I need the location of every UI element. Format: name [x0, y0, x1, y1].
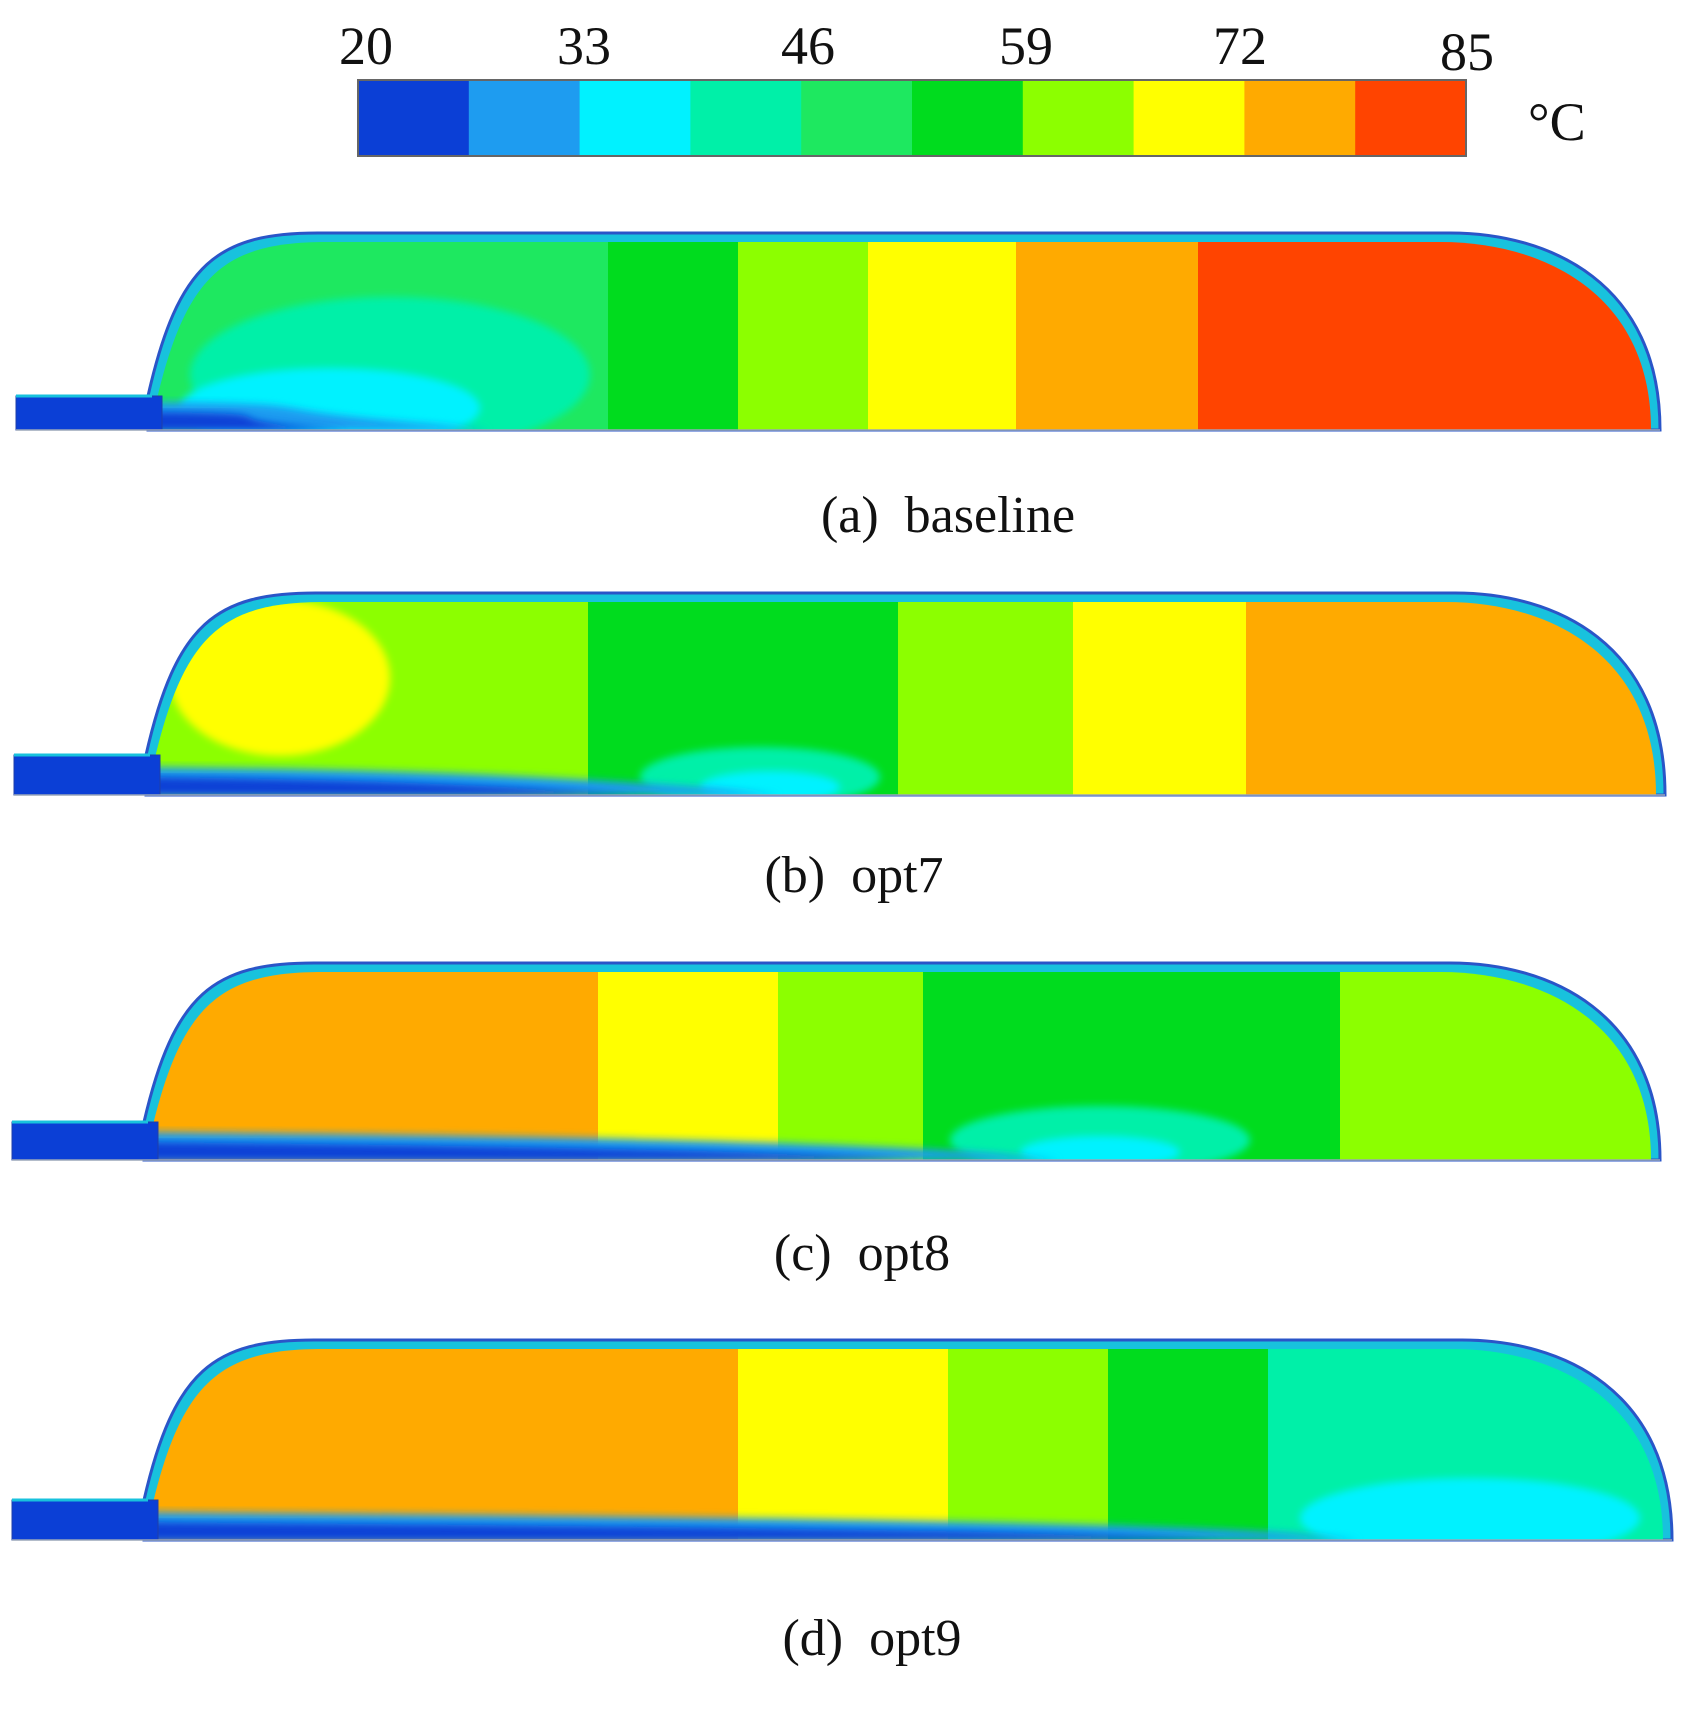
cold-layer	[153, 1522, 1220, 1540]
colorbar-segment	[690, 80, 802, 156]
colorbar-segment	[1022, 80, 1135, 156]
colorbar-segment	[801, 80, 913, 156]
temperature-band	[738, 1349, 952, 1540]
temperature-region	[170, 602, 390, 756]
colorbar: 20 33 46 59 72 85 °C	[339, 16, 1586, 157]
panel-caption-b: (b) opt7	[764, 847, 943, 904]
temperature-band	[1198, 242, 1651, 430]
temperature-band	[738, 242, 872, 430]
inlet-pipe	[11, 1121, 159, 1161]
panel-caption-c: (c) opt8	[774, 1225, 950, 1282]
contour-panel	[15, 231, 1662, 432]
colorbar-tick-label: 33	[557, 16, 611, 76]
temperature-band	[868, 242, 1020, 430]
colorbar-tick-label: 20	[339, 16, 393, 76]
cold-layer	[157, 412, 350, 430]
cold-layer	[153, 1142, 920, 1160]
temperature-band	[1108, 1349, 1272, 1540]
colorbar-segment	[579, 80, 691, 156]
panel-caption-a: (a) baseline	[821, 487, 1075, 544]
temperature-band	[608, 242, 742, 430]
temperature-band	[1016, 242, 1202, 430]
inlet-pipe	[15, 395, 163, 431]
temperature-band	[1073, 602, 1250, 795]
contour-panels	[11, 231, 1674, 1542]
contour-panel	[11, 961, 1662, 1162]
temperature-band	[153, 972, 602, 1160]
temperature-band	[898, 602, 1077, 795]
inlet-pipe	[13, 754, 161, 796]
temperature-band	[1340, 972, 1651, 1160]
temperature-region	[1020, 1136, 1180, 1160]
colorbar-segment	[1355, 80, 1467, 156]
contour-panel	[13, 591, 1667, 797]
colorbar-frame	[357, 79, 1467, 157]
colorbar-segment	[1244, 80, 1356, 156]
colorbar-segment	[1133, 80, 1245, 156]
colorbar-segment	[912, 80, 1024, 156]
temperature-band	[778, 972, 927, 1160]
colorbar-tick-label: 46	[781, 16, 835, 76]
colorbar-unit: °C	[1528, 92, 1586, 152]
temperature-band	[1246, 602, 1656, 795]
temperature-band	[598, 972, 782, 1160]
inlet-pipe	[11, 1499, 159, 1541]
cold-layer	[155, 777, 640, 795]
temperature-region	[1300, 1478, 1640, 1540]
temperature-region	[700, 771, 840, 795]
panel-caption-d: (d) opt9	[782, 1610, 961, 1667]
colorbar-tick-label: 72	[1213, 16, 1267, 76]
temperature-band	[153, 1349, 742, 1540]
contour-panel	[11, 1338, 1674, 1542]
colorbar-segment	[468, 80, 581, 156]
temperature-band	[948, 1349, 1112, 1540]
colorbar-segment	[358, 80, 470, 156]
colorbar-segments	[358, 80, 1467, 156]
colorbar-tick-label: 59	[999, 16, 1053, 76]
colorbar-tick-label: 85	[1440, 22, 1494, 82]
